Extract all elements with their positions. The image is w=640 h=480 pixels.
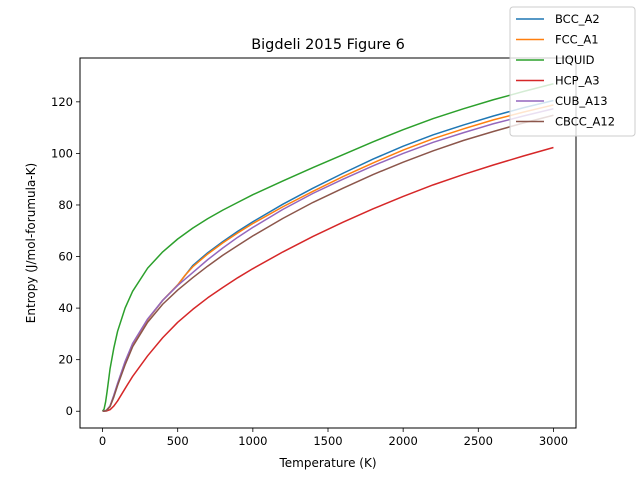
- x-tick-label: 1000: [238, 434, 267, 448]
- legend: BCC_A2 FCC_A1 LIQUID HCP_A3 CUB_A13 CBCC_A12: [509, 6, 636, 137]
- legend-label-cbcc_a12: CBCC_A12: [555, 115, 615, 129]
- series-line-hcp_a3: [102, 146, 554, 412]
- y-axis-ticks: 0 20 40 60 80 100 120: [51, 95, 80, 418]
- x-tick-label: 3000: [539, 434, 568, 448]
- y-tick-label: 40: [58, 301, 73, 315]
- series-line-cbcc_a12: [102, 114, 554, 412]
- x-tick-label: 2000: [389, 434, 418, 448]
- y-tick-label: 120: [51, 95, 73, 109]
- legend-label-hcp_a3: HCP_A3: [555, 74, 600, 88]
- legend-label-liquid: LIQUID: [555, 53, 595, 67]
- y-axis-label: Entropy (J/mol-forumula-K): [24, 163, 38, 323]
- y-tick-label: 100: [51, 146, 73, 160]
- x-axis-label: Temperature (K): [278, 456, 376, 470]
- plot-lines: [101, 83, 554, 412]
- legend-label-cub_a13: CUB_A13: [555, 94, 608, 108]
- y-tick-label: 80: [58, 198, 73, 212]
- y-tick-label: 60: [58, 250, 73, 264]
- x-tick-label: 0: [99, 434, 106, 448]
- x-tick-label: 500: [167, 434, 189, 448]
- x-tick-label: 2500: [464, 434, 493, 448]
- chart-title: Bigdeli 2015 Figure 6: [251, 37, 405, 53]
- y-tick-label: 20: [58, 353, 73, 367]
- x-tick-label: 1500: [313, 434, 342, 448]
- legend-label-fcc_a1: FCC_A1: [555, 33, 599, 47]
- series-line-liquid: [101, 83, 554, 412]
- y-tick-label: 0: [66, 404, 73, 418]
- x-axis-ticks: 0 500 1000 1500 2000 2500 3000: [99, 428, 568, 448]
- legend-label-bcc_a2: BCC_A2: [555, 12, 600, 26]
